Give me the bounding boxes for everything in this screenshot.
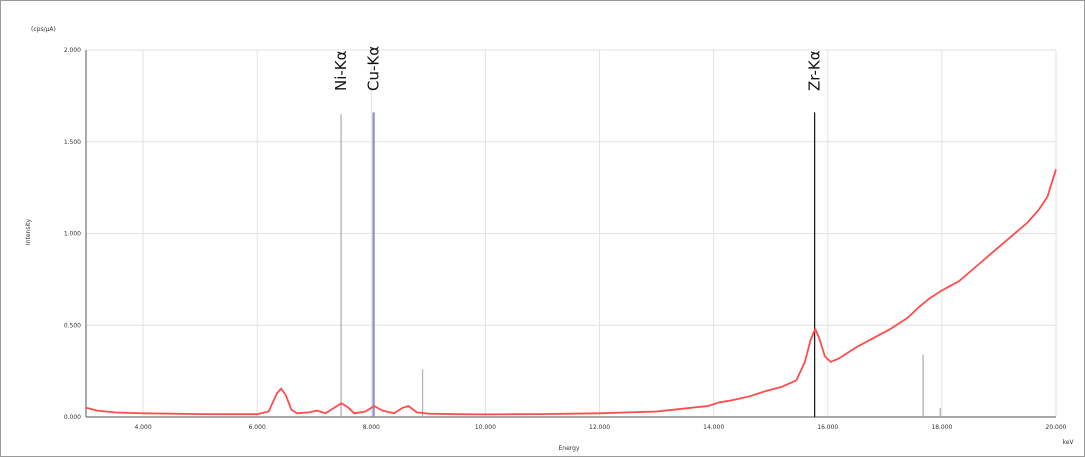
series-layer [85, 169, 1057, 416]
peak-label: Cu-Kα [365, 46, 383, 91]
grid-lines [86, 49, 1057, 418]
peak-label: Zr-Kα [806, 50, 824, 91]
peak-labels: Ni-Kα Cu-Kα Zr-Kα [332, 46, 824, 91]
y-tick-label: 1.500 [64, 139, 81, 146]
spectrum-line [85, 169, 1057, 416]
y-tick-label: 1.000 [64, 231, 81, 238]
x-tick-label: 10.000 [475, 424, 496, 431]
x-tick-label: 16.000 [817, 424, 838, 431]
x-tick-label: 4.000 [134, 424, 151, 431]
x-tick-label: 18.000 [931, 424, 952, 431]
y-axis-title: Intensity [25, 218, 32, 245]
y-tick-label: 0.000 [64, 414, 81, 421]
y-units-label: (cps/µA) [31, 26, 56, 33]
tick-labels: 4.000 6.000 8.000 10.000 12.000 14.000 16.000 1… [64, 47, 1067, 431]
peak-markers [340, 112, 941, 417]
x-tick-label: 6.000 [249, 424, 266, 431]
x-tick-label: 12.000 [589, 424, 610, 431]
axes [85, 50, 1056, 418]
x-tick-label: 20.000 [1046, 424, 1067, 431]
x-tick-label: 8.000 [363, 424, 380, 431]
x-unit-label: keV [1062, 439, 1074, 446]
y-tick-label: 0.500 [64, 322, 81, 329]
x-tick-label: 14.000 [703, 424, 724, 431]
y-tick-label: 2.000 [64, 47, 81, 54]
peak-label: Ni-Kα [332, 50, 350, 91]
x-axis-title: Energy [558, 445, 579, 452]
